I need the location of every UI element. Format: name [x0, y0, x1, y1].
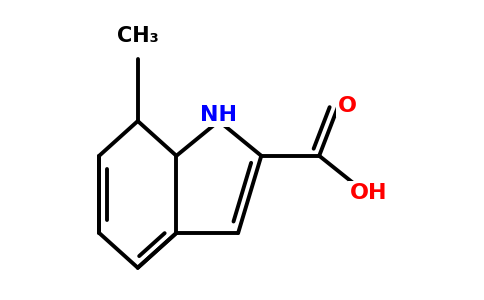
Text: O: O: [338, 96, 357, 116]
Text: NH: NH: [200, 105, 237, 125]
Text: CH₃: CH₃: [117, 26, 159, 46]
Text: OH: OH: [350, 183, 387, 203]
